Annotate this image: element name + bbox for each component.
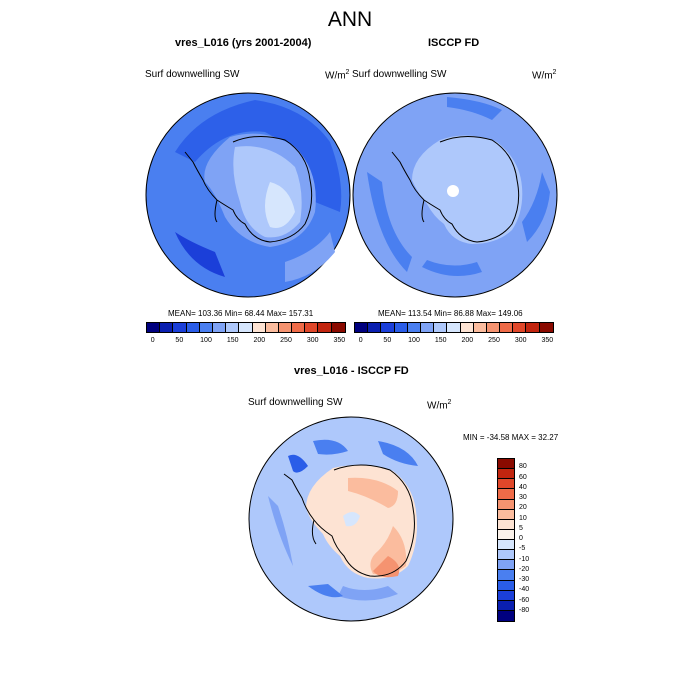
colorbar-tick-label: 300	[306, 337, 319, 344]
panel-2-coastline	[391, 136, 520, 243]
colorbar-swatch	[486, 323, 501, 332]
colorbar-tick-label: -80	[519, 606, 530, 614]
colorbar-tick-label: 0	[519, 535, 523, 542]
panel-1-map	[145, 92, 351, 298]
diff-panel-units: W/m2	[427, 399, 452, 412]
colorbar-swatch	[500, 323, 514, 332]
colorbar-swatch	[252, 323, 266, 332]
colorbar-swatch	[186, 323, 200, 332]
colorbar-swatch	[539, 323, 553, 332]
colorbar-swatch	[239, 323, 253, 332]
colorbar-tick-label: 10	[519, 514, 527, 522]
colorbar-tick-label: 150	[434, 337, 447, 344]
colorbar-swatch	[447, 323, 461, 332]
colorbar-swatch	[498, 600, 514, 611]
colorbar-tick-label: 200	[253, 337, 266, 344]
panel-2-units: W/m2	[532, 69, 557, 82]
diff-panel-coastline	[283, 464, 415, 577]
colorbar-tick-label: 60	[519, 473, 527, 481]
colorbar-tick-label: 350	[333, 337, 346, 344]
colorbar-swatch	[331, 323, 345, 332]
colorbar-swatch	[278, 323, 293, 332]
colorbar-swatch	[498, 489, 514, 500]
colorbar-swatch	[498, 570, 514, 581]
diff-colorbar	[497, 458, 515, 622]
colorbar-swatch	[498, 499, 514, 510]
panel-1-colorbar	[146, 322, 346, 333]
colorbar-swatch	[381, 323, 395, 332]
colorbar-swatch	[498, 550, 514, 561]
colorbar-swatch	[226, 323, 240, 332]
colorbar-tick-label: 80	[519, 463, 527, 471]
colorbar-swatch	[498, 479, 514, 490]
colorbar-swatch	[498, 540, 514, 551]
colorbar-tick-label: -10	[519, 555, 530, 563]
colorbar-tick-label: 150	[226, 337, 239, 344]
colorbar-swatch	[292, 323, 306, 332]
colorbar-swatch	[498, 590, 514, 601]
colorbar-swatch	[265, 323, 279, 332]
colorbar-swatch	[420, 323, 435, 332]
colorbar-tick-label: -20	[519, 565, 530, 573]
panel-1-title: vres_L016 (yrs 2001-2004)	[175, 37, 312, 49]
panel-2-stats: MEAN= 113.54 Min= 86.88 Max= 149.06	[378, 309, 523, 318]
colorbar-tick-label: -30	[519, 576, 530, 583]
colorbar-tick-label: 30	[519, 494, 527, 501]
colorbar-tick-label: 0	[358, 337, 363, 344]
panel-1-variable-label: Surf downwelling SW	[145, 69, 240, 80]
colorbar-swatch	[498, 580, 514, 591]
colorbar-swatch	[434, 323, 448, 332]
panel-1-coastline	[184, 136, 313, 243]
diff-panel-minmax: MIN = -34.58 MAX = 32.27	[463, 433, 559, 442]
panel-2-title: ISCCP FD	[428, 37, 480, 49]
colorbar-swatch	[498, 519, 514, 530]
colorbar-swatch	[473, 323, 487, 332]
colorbar-tick-label: -60	[519, 596, 530, 604]
colorbar-swatch	[355, 323, 369, 332]
panel-2-colorbar	[354, 322, 554, 333]
colorbar-tick-label: -40	[519, 586, 530, 594]
colorbar-swatch	[498, 469, 514, 480]
diff-panel-map	[248, 416, 454, 622]
colorbar-tick-label: 300	[514, 337, 527, 344]
colorbar-swatch	[498, 529, 514, 540]
colorbar-swatch	[526, 323, 540, 332]
colorbar-swatch	[394, 323, 408, 332]
colorbar-tick-label: 40	[519, 483, 527, 491]
colorbar-tick-label: 50	[383, 337, 392, 344]
main-title: ANN	[327, 8, 373, 31]
colorbar-tick-label: -5	[519, 545, 526, 553]
colorbar-tick-label: 100	[408, 337, 420, 344]
colorbar-swatch	[318, 323, 332, 332]
colorbar-swatch	[498, 509, 514, 520]
colorbar-swatch	[173, 323, 187, 332]
colorbar-swatch	[305, 323, 319, 332]
colorbar-tick-label: 200	[461, 337, 474, 344]
colorbar-tick-label: 0	[150, 337, 155, 344]
colorbar-tick-label: 250	[280, 337, 292, 344]
colorbar-swatch	[498, 459, 514, 470]
colorbar-swatch	[460, 323, 474, 332]
colorbar-tick-label: 100	[200, 337, 212, 344]
colorbar-swatch	[212, 323, 227, 332]
colorbar-tick-label: 350	[541, 337, 554, 344]
colorbar-swatch	[147, 323, 161, 332]
colorbar-swatch	[513, 323, 527, 332]
panel-2-variable-label: Surf downwelling SW	[352, 69, 447, 80]
diff-panel-variable-label: Surf downwelling SW	[248, 397, 343, 408]
colorbar-swatch	[199, 323, 213, 332]
colorbar-swatch	[368, 323, 382, 332]
diff-panel-title: vres_L016 - ISCCP FD	[294, 365, 409, 377]
colorbar-swatch	[160, 323, 174, 332]
colorbar-swatch	[498, 560, 514, 571]
panel-1-stats: MEAN= 103.36 Min= 68.44 Max= 157.31	[168, 309, 314, 318]
colorbar-swatch	[407, 323, 421, 332]
panel-1-units: W/m2	[325, 69, 350, 82]
colorbar-swatch	[498, 610, 514, 621]
colorbar-tick-label: 5	[519, 524, 523, 532]
colorbar-tick-label: 50	[175, 337, 184, 344]
colorbar-tick-label: 20	[519, 504, 527, 512]
panel-2-map	[352, 92, 558, 298]
colorbar-tick-label: 250	[488, 337, 500, 344]
